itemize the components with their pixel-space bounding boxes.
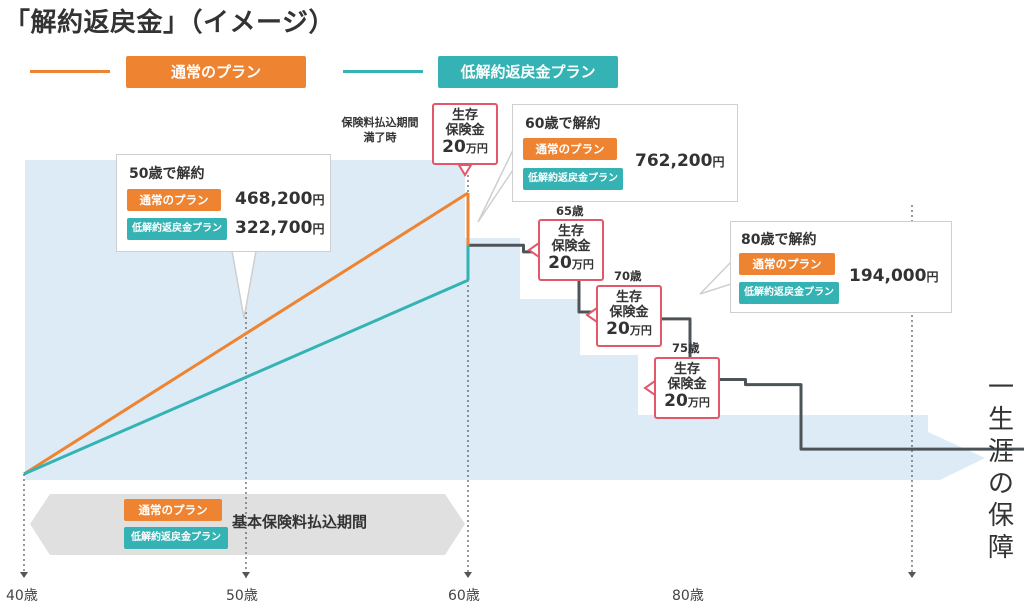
survival-benefit-line1: 生存 xyxy=(615,290,642,305)
x-tick-label: 60歳 xyxy=(448,588,480,604)
callout-age50-title: 50歳で解約 xyxy=(129,166,205,182)
x-tick-label: 80歳 xyxy=(672,588,704,604)
survival-benefit-amount: 20万円 xyxy=(598,320,660,340)
callout-age50-low-value: 322,700 xyxy=(235,218,313,238)
callout-age60-value: 762,200 xyxy=(635,151,713,171)
callout-age80-title: 80歳で解約 xyxy=(741,232,817,248)
payment-period-label: 基本保険料払込期間 xyxy=(232,513,368,531)
bonus-age-label: 70歳 xyxy=(614,269,642,283)
callout-age50-normal-value: 468,200 xyxy=(235,189,313,209)
callout-age60-unit: 円 xyxy=(712,155,725,169)
survival-benefit-unit: 万円 xyxy=(571,258,594,271)
callout-age50-normal-amount: 468,200円 xyxy=(235,189,324,209)
callout-age50-low-tag: 低解約返戻金プラン xyxy=(127,218,227,240)
survival-benefit-line1: 生存 xyxy=(673,362,700,377)
callout-age50: 50歳で解約 通常のプラン 468,200円 低解約返戻金プラン 322,700… xyxy=(116,154,331,252)
x-tick-marker xyxy=(464,572,472,578)
survival-benefit-unit: 万円 xyxy=(465,142,488,155)
x-tick-label: 50歳 xyxy=(226,588,258,604)
callout-age60-low-tag: 低解約返戻金プラン xyxy=(523,168,623,190)
callout-age80-amount: 194,000円 xyxy=(849,266,938,286)
callout-age50-normal-tag: 通常のプラン xyxy=(127,189,221,211)
survival-benefit-line2: 保険金 xyxy=(551,239,591,254)
survival-benefit-pointer xyxy=(457,164,473,177)
survival-benefit-value: 20 xyxy=(664,391,688,411)
callout-age50-low-amount: 322,700円 xyxy=(235,218,324,238)
survival-benefit-line2: 保険金 xyxy=(667,377,707,392)
payment-tag-low: 低解約返戻金プラン xyxy=(124,527,228,549)
series-line-1 xyxy=(23,278,469,476)
callout-age80-low-tag: 低解約返戻金プラン xyxy=(739,282,839,304)
callout-age80-value: 194,000 xyxy=(849,266,927,286)
callout-age80: 80歳で解約 通常のプラン 低解約返戻金プラン 194,000円 xyxy=(730,221,952,313)
survival-benefit-line1: 生存 xyxy=(451,108,478,123)
legend-line-low xyxy=(343,70,423,73)
survival-benefit-box: 生存 保険金 20万円 xyxy=(654,357,720,419)
series-line-0 xyxy=(23,191,469,476)
legend-badge-low: 低解約返戻金プラン xyxy=(438,56,618,88)
bonus-age-label: 65歳 xyxy=(556,204,584,218)
x-tick-marker xyxy=(242,572,250,578)
x-tick-marker xyxy=(20,572,28,578)
callout-age60: 60歳で解約 通常のプラン 低解約返戻金プラン 762,200円 xyxy=(512,104,738,202)
page-title: 「解約返戻金」（イメージ） xyxy=(4,8,335,38)
survival-benefit-value: 20 xyxy=(548,253,572,273)
survival-benefit-line2: 保険金 xyxy=(609,305,649,320)
survival-benefit-line2: 保険金 xyxy=(445,123,485,138)
legend-badge-normal: 通常のプラン xyxy=(126,56,306,88)
callout-age60-normal-tag: 通常のプラン xyxy=(523,138,617,160)
callout-age80-unit: 円 xyxy=(926,270,939,284)
survival-benefit-box: 生存 保険金 20万円 xyxy=(432,103,498,165)
survival-benefit-amount: 20万円 xyxy=(656,392,718,412)
callout-age80-pointer xyxy=(699,260,732,295)
payment-end-note: 保険料払込期間 満了時 xyxy=(341,116,419,144)
legend-line-normal xyxy=(30,70,110,73)
bonus-age-label: 75歳 xyxy=(672,341,700,355)
callout-age50-normal-unit: 円 xyxy=(312,193,325,207)
callout-age60-amount: 762,200円 xyxy=(635,151,724,171)
payment-tag-normal: 通常のプラン xyxy=(124,499,222,521)
callout-age50-low-unit: 円 xyxy=(312,222,325,236)
callout-age80-normal-tag: 通常のプラン xyxy=(739,253,835,275)
survival-benefit-unit: 万円 xyxy=(629,324,652,337)
survival-benefit-box: 生存 保険金 20万円 xyxy=(596,285,662,347)
survival-benefit-amount: 20万円 xyxy=(434,138,496,158)
callout-age60-title: 60歳で解約 xyxy=(525,116,601,132)
survival-benefit-unit: 万円 xyxy=(687,396,710,409)
survival-benefit-amount: 20万円 xyxy=(540,254,602,274)
x-tick-marker xyxy=(908,572,916,578)
survival-benefit-box: 生存 保険金 20万円 xyxy=(538,219,604,281)
lifetime-coverage-label: 一生涯の保障 xyxy=(987,373,1014,563)
survival-benefit-value: 20 xyxy=(442,137,466,157)
x-tick-label: 40歳 xyxy=(6,588,38,604)
survival-benefit-line1: 生存 xyxy=(557,224,584,239)
survival-benefit-value: 20 xyxy=(606,319,630,339)
